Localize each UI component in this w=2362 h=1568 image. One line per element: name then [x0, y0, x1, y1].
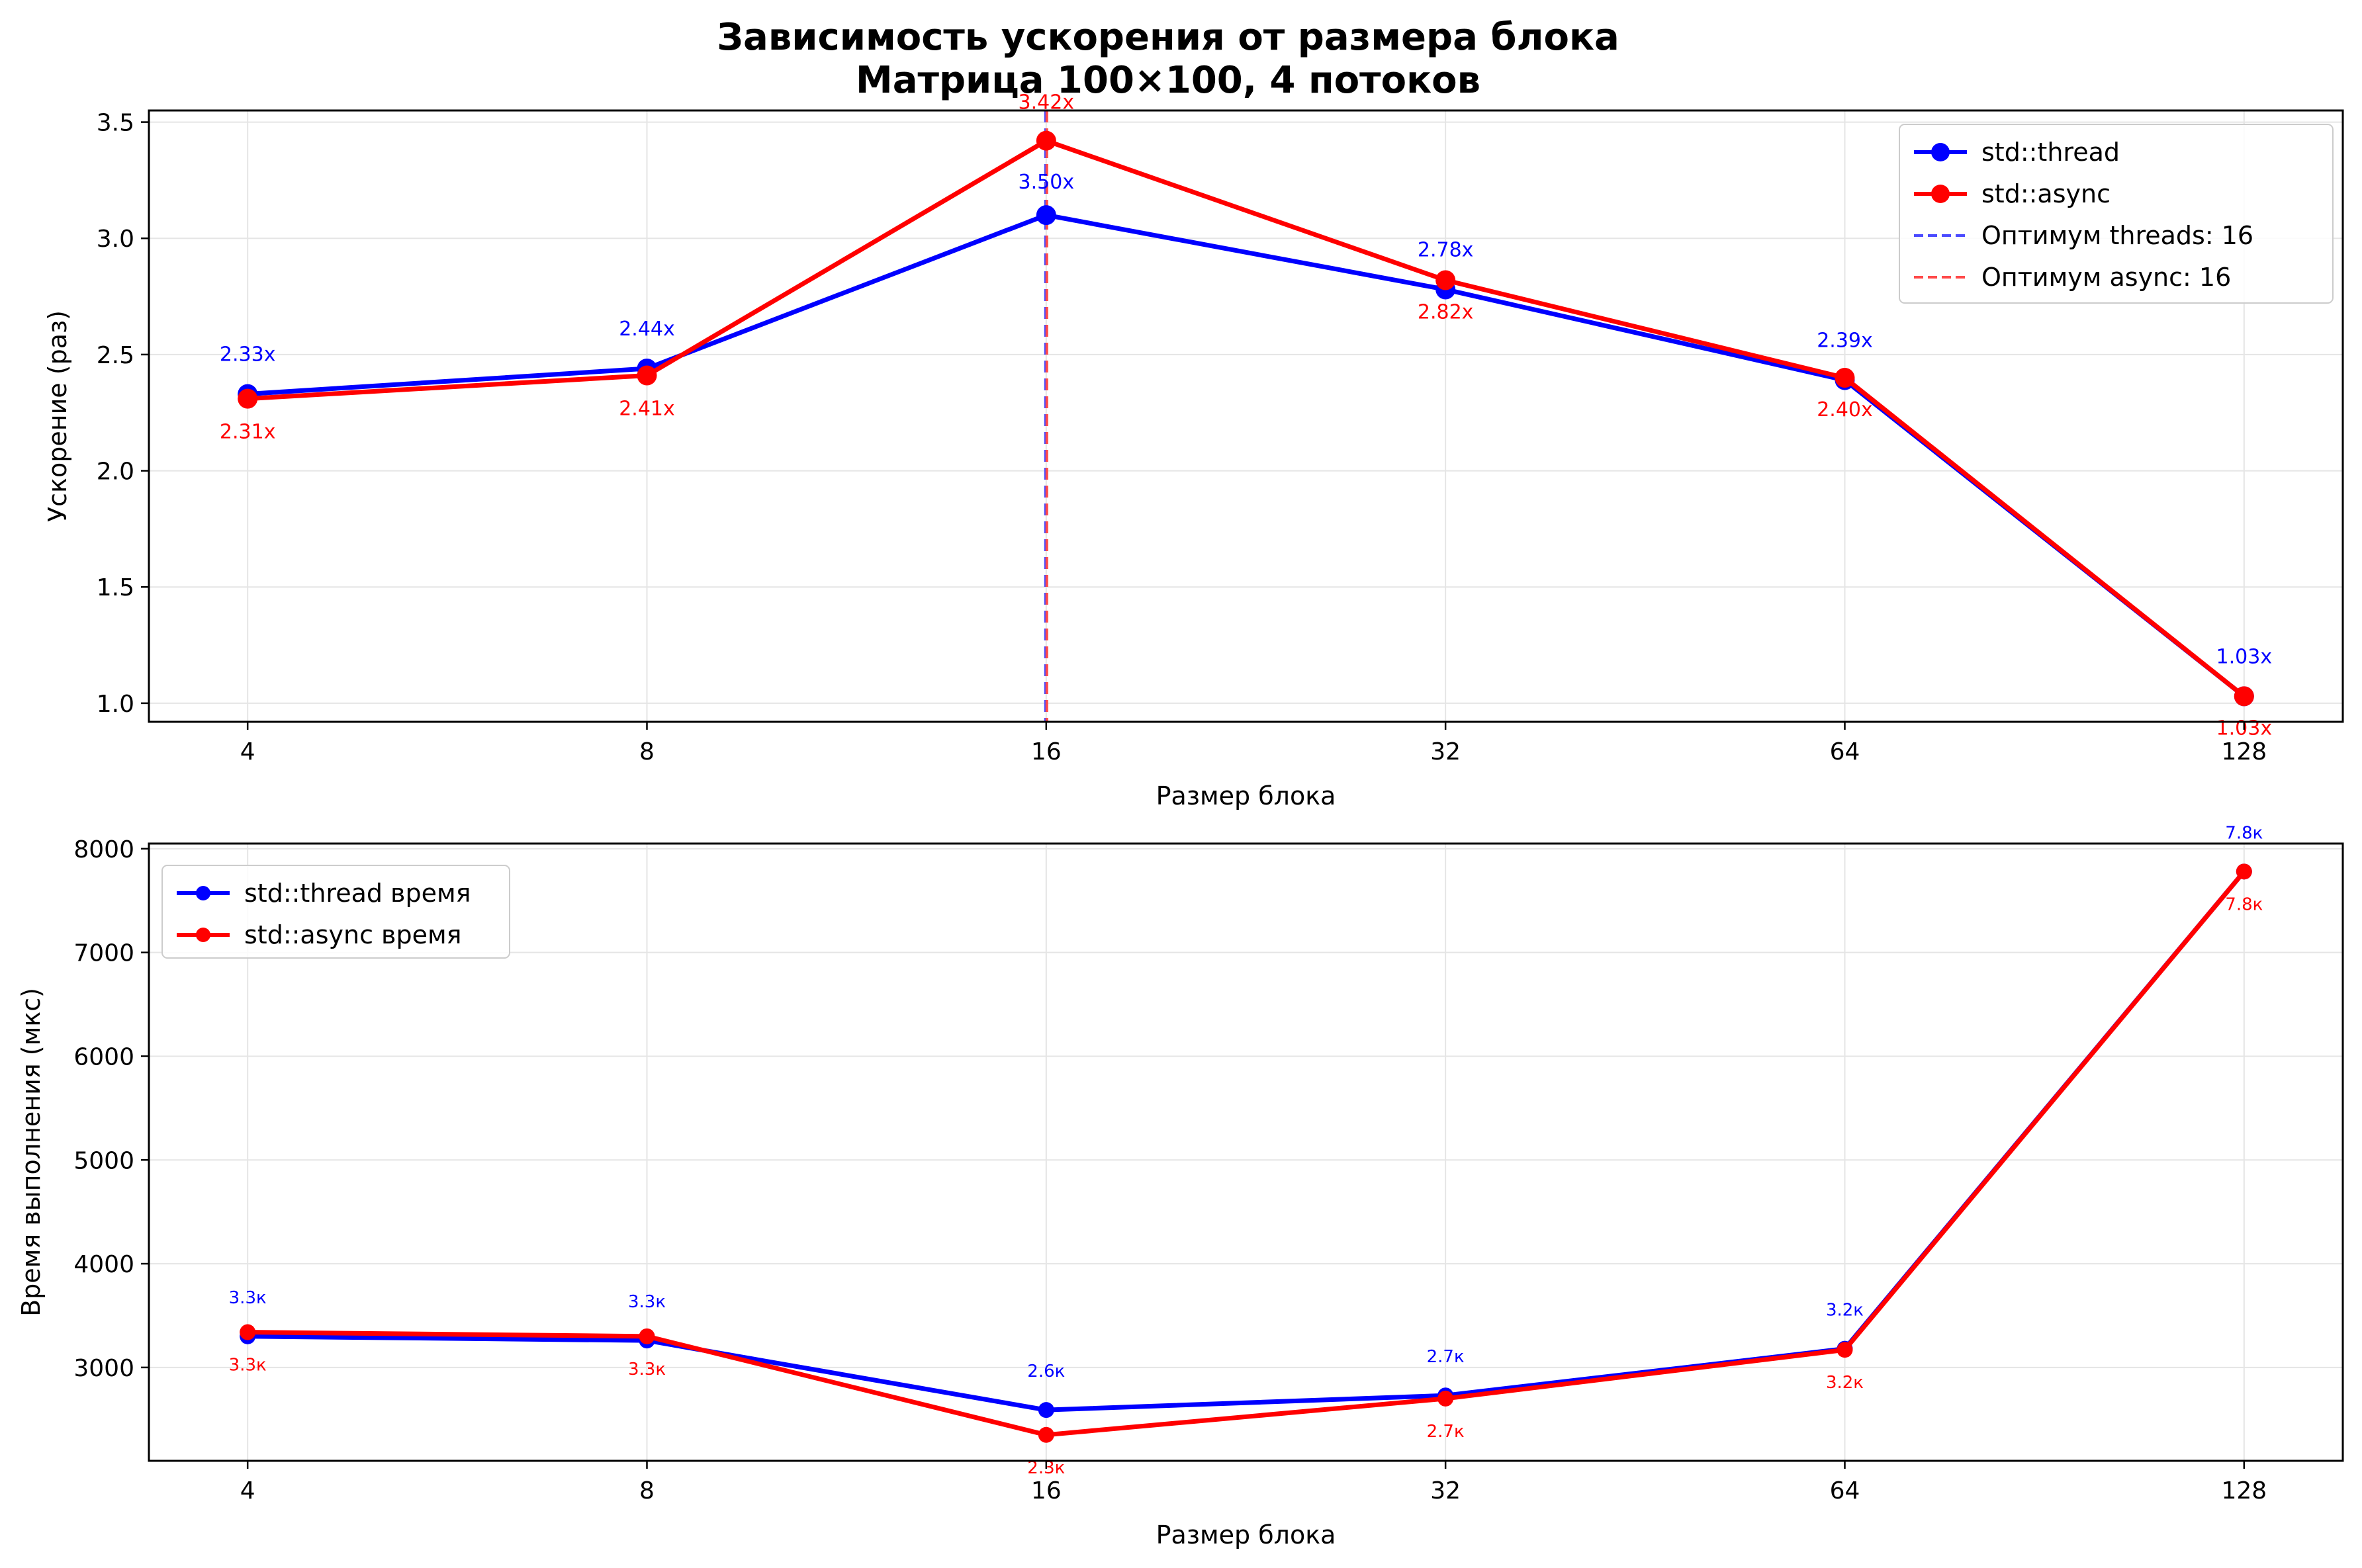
data-label: 3.3к: [628, 1292, 666, 1312]
x-axis-label: Размер блока: [1156, 781, 1336, 810]
y-tick-label: 3000: [73, 1355, 134, 1382]
data-label: 2.39x: [1817, 329, 1873, 353]
legend-label: Оптимум async: 16: [1981, 263, 2231, 292]
data-label: 7.8к: [2225, 894, 2263, 914]
data-label: 1.03x: [2216, 645, 2273, 668]
data-label: 2.40x: [1817, 398, 1873, 421]
y-tick-label: 1.5: [97, 574, 134, 601]
data-point: [2234, 686, 2254, 707]
data-label: 3.3к: [628, 1360, 666, 1379]
y-tick-label: 4000: [73, 1251, 134, 1278]
data-label: 3.3к: [229, 1288, 267, 1308]
figure-title-line-1: Зависимость ускорения от размера блока: [717, 16, 1619, 59]
figure-title-line-2: Матрица 100×100, 4 потоков: [856, 59, 1480, 102]
series-1: 3.3к 3.3к2.3к2.7к3.2к7.8к: [229, 863, 2263, 1478]
data-point: [1036, 205, 1056, 226]
data-point: [1038, 1426, 1054, 1443]
x-tick-label: 8: [639, 1477, 655, 1504]
data-label: 3.50x: [1019, 171, 1075, 194]
x-tick-label: 128: [2221, 738, 2267, 765]
x-tick-label: 16: [1031, 1477, 1062, 1504]
data-label: 2.82x: [1418, 300, 1474, 324]
y-tick-label: 2.5: [97, 342, 134, 369]
data-point: [2236, 863, 2252, 880]
data-label: 2.7к: [1427, 1347, 1465, 1367]
data-point: [639, 1328, 655, 1344]
axes-frame: [148, 842, 2344, 1462]
axes-frame: [148, 109, 2344, 723]
data-point: [1038, 1402, 1054, 1418]
data-label: 2.78x: [1418, 239, 1474, 262]
x-tick-label: 16: [1031, 738, 1062, 765]
series-line: [247, 138, 2246, 699]
legend-marker: [196, 886, 210, 900]
x-tick-label: 8: [639, 738, 655, 765]
data-point: [240, 1324, 256, 1340]
legend-entry: std::thread время: [177, 879, 471, 908]
legend-marker: [196, 928, 210, 942]
data-point: [1835, 368, 1855, 388]
speedup-chart: 2.33x 2.44x 3.50x 2.78x 2.39x 1.03x 2.31x 2.41x…: [43, 91, 2344, 810]
data-label: 3.2к: [1826, 1301, 1864, 1321]
data-label: 2.31x: [220, 421, 276, 444]
data-label: 2.41x: [619, 398, 675, 421]
x-tick-label: 128: [2221, 1477, 2267, 1504]
y-tick-label: 7000: [73, 940, 134, 967]
legend-box: [1899, 124, 2334, 304]
data-point: [1437, 1390, 1454, 1407]
legend-entry: Оптимум threads: 16: [1914, 221, 2253, 250]
legend-entry: Оптимум async: 16: [1914, 263, 2231, 292]
legend-label: std::async время: [244, 920, 461, 949]
data-label: 7.8к: [2225, 823, 2263, 843]
execution-time-chart: 3.3к 3.3к2.6к2.7к3.2к7.8к3.3к 3.3к2.3к2.7к…: [17, 823, 2344, 1549]
x-axis-label: Размер блока: [1156, 1520, 1336, 1549]
y-tick-label: 2.0: [97, 458, 134, 486]
legend-label: Оптимум threads: 16: [1981, 221, 2253, 250]
legend-label: std::thread время: [244, 879, 471, 908]
legend-entry: std::async: [1914, 179, 2111, 208]
series-line: [248, 870, 2246, 1438]
legend-box: [161, 865, 510, 959]
series-0: 3.3к 3.3к 2.6к 2.7к 3.2к 7.8к: [229, 823, 2263, 1418]
x-tick-label: 4: [240, 738, 255, 765]
legend-marker: [1931, 185, 1950, 203]
y-axis-label: Ускорение (раз): [43, 310, 72, 522]
x-tick-label: 4: [240, 1477, 255, 1504]
y-tick-label: 6000: [73, 1043, 134, 1070]
data-label: 2.44x: [619, 318, 675, 341]
y-tick-label: 5000: [73, 1147, 134, 1174]
y-tick-label: 8000: [73, 836, 134, 863]
legend-marker: [1931, 143, 1950, 161]
x-tick-label: 32: [1430, 738, 1461, 765]
x-tick-label: 32: [1430, 1477, 1461, 1504]
legend-entry: std::thread: [1914, 138, 2120, 167]
data-point: [1036, 130, 1056, 151]
data-point: [238, 388, 258, 409]
data-label: 2.6к: [1027, 1362, 1065, 1381]
x-tick-label: 64: [1830, 1477, 1860, 1504]
grid: [149, 844, 2343, 1461]
data-label: 3.3к: [229, 1356, 267, 1375]
y-tick-label: 1.0: [97, 691, 134, 718]
x-tick-label: 64: [1830, 738, 1860, 765]
data-point: [637, 365, 657, 386]
data-point: [1837, 1342, 1853, 1358]
y-tick-label: 3.5: [97, 110, 134, 137]
legend-entry: std::async время: [177, 920, 461, 949]
data-label: 3.2к: [1826, 1373, 1864, 1393]
data-label: 2.33x: [220, 343, 276, 367]
y-axis-label: Время выполнения (мкс): [17, 988, 46, 1317]
data-label: 2.7к: [1427, 1422, 1465, 1442]
legend-label: std::async: [1981, 179, 2111, 208]
data-point: [1435, 270, 1456, 290]
y-tick-label: 3.0: [97, 226, 134, 253]
legend-label: std::thread: [1981, 138, 2120, 167]
